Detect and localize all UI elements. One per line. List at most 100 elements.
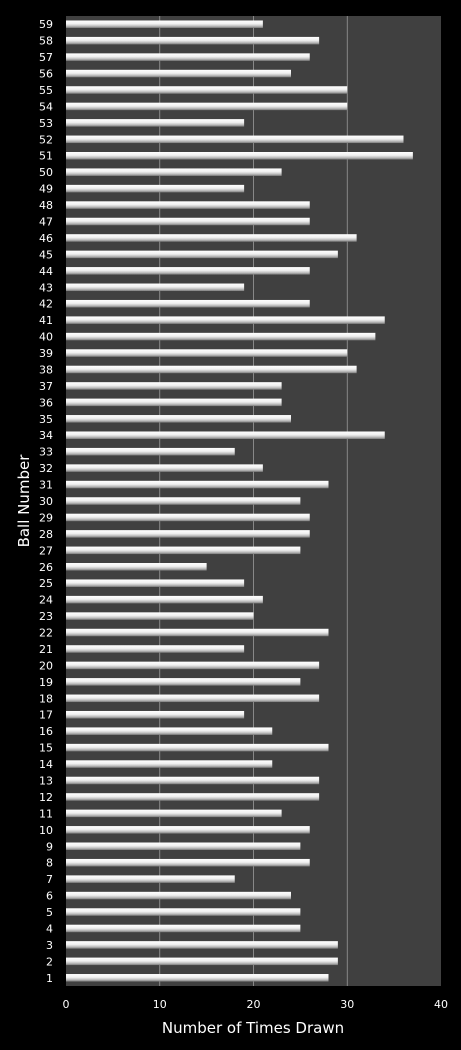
y-tick-label: 41 — [39, 314, 53, 327]
bar-ball-16 — [66, 727, 273, 735]
bar-ball-4 — [66, 924, 301, 933]
y-tick-label: 3 — [46, 939, 53, 952]
bar-ball-32 — [66, 464, 263, 472]
bar-ball-8 — [66, 858, 310, 867]
bar-ball-36 — [66, 398, 282, 407]
bar-ball-51 — [66, 151, 413, 160]
y-tick-labels: 1234567891011121314151617181920212223242… — [39, 18, 53, 985]
y-tick-label: 39 — [39, 347, 53, 360]
y-tick-label: 30 — [39, 495, 53, 508]
bar-ball-29 — [66, 513, 310, 522]
bar-ball-38 — [66, 365, 357, 374]
bar-ball-43 — [66, 283, 245, 292]
y-tick-label: 18 — [39, 692, 53, 705]
bar-ball-22 — [66, 628, 329, 637]
bar-ball-49 — [66, 184, 245, 193]
y-tick-label: 23 — [39, 610, 53, 623]
y-tick-label: 45 — [39, 248, 53, 261]
y-tick-label: 28 — [39, 528, 53, 541]
bar-ball-14 — [66, 760, 273, 768]
bar-ball-41 — [66, 316, 385, 324]
y-tick-label: 49 — [39, 183, 53, 196]
bar-ball-42 — [66, 299, 310, 308]
bar-ball-9 — [66, 842, 301, 851]
y-tick-label: 32 — [39, 462, 53, 475]
x-tick-label: 40 — [434, 998, 448, 1011]
bar-ball-52 — [66, 135, 404, 144]
y-tick-label: 31 — [39, 479, 53, 492]
bar-ball-39 — [66, 349, 348, 357]
y-tick-label: 26 — [39, 561, 53, 574]
y-tick-label: 10 — [39, 824, 53, 837]
bar-ball-11 — [66, 809, 282, 818]
bar-ball-53 — [66, 119, 245, 127]
y-tick-label: 7 — [46, 873, 53, 886]
bar-ball-10 — [66, 826, 310, 834]
bar-ball-13 — [66, 776, 320, 785]
bar-ball-31 — [66, 480, 329, 489]
y-tick-label: 43 — [39, 281, 53, 294]
bar-ball-34 — [66, 431, 385, 439]
y-tick-label: 19 — [39, 676, 53, 689]
bar-ball-23 — [66, 612, 254, 620]
y-tick-label: 40 — [39, 331, 53, 344]
bar-ball-12 — [66, 793, 320, 801]
bar-ball-2 — [66, 957, 338, 966]
bar-ball-37 — [66, 382, 282, 390]
bar-ball-59 — [66, 20, 263, 28]
y-tick-label: 48 — [39, 199, 53, 212]
y-tick-label: 59 — [39, 18, 53, 31]
y-tick-label: 21 — [39, 643, 53, 656]
bar-ball-20 — [66, 661, 320, 670]
bar-ball-46 — [66, 234, 357, 242]
bar-ball-25 — [66, 579, 245, 587]
bar-ball-48 — [66, 201, 310, 209]
bars — [66, 20, 413, 982]
bar-ball-44 — [66, 267, 310, 275]
y-tick-label: 56 — [39, 68, 53, 81]
bar-ball-24 — [66, 595, 263, 604]
y-tick-label: 29 — [39, 511, 53, 524]
y-tick-label: 37 — [39, 380, 53, 393]
bar-ball-15 — [66, 743, 329, 752]
y-tick-label: 16 — [39, 725, 53, 738]
bar-ball-3 — [66, 941, 338, 949]
y-tick-label: 34 — [39, 429, 53, 442]
y-tick-label: 50 — [39, 166, 53, 179]
bar-ball-27 — [66, 546, 301, 555]
y-tick-label: 20 — [39, 659, 53, 672]
y-tick-label: 42 — [39, 298, 53, 311]
y-tick-label: 24 — [39, 594, 53, 607]
y-tick-label: 9 — [46, 840, 53, 853]
bar-ball-55 — [66, 86, 348, 94]
bar-ball-50 — [66, 168, 282, 176]
y-tick-label: 4 — [46, 922, 53, 935]
bar-ball-7 — [66, 875, 235, 883]
bar-ball-57 — [66, 53, 310, 61]
y-tick-label: 57 — [39, 51, 53, 64]
bar-ball-30 — [66, 497, 301, 505]
y-tick-label: 33 — [39, 446, 53, 459]
y-tick-label: 47 — [39, 216, 53, 229]
y-tick-label: 2 — [46, 955, 53, 968]
y-tick-label: 1 — [46, 972, 53, 985]
bar-ball-26 — [66, 563, 207, 571]
y-tick-label: 8 — [46, 857, 53, 870]
bar-ball-47 — [66, 217, 310, 226]
x-tick-label: 30 — [340, 998, 354, 1011]
y-tick-label: 52 — [39, 133, 53, 146]
y-tick-label: 55 — [39, 84, 53, 97]
y-tick-label: 13 — [39, 774, 53, 787]
bar-ball-40 — [66, 332, 376, 341]
y-tick-label: 36 — [39, 396, 53, 409]
bar-ball-21 — [66, 645, 245, 653]
y-tick-label: 46 — [39, 232, 53, 245]
bar-ball-19 — [66, 678, 301, 686]
bar-ball-35 — [66, 415, 291, 423]
y-tick-label: 5 — [46, 906, 53, 919]
y-tick-label: 14 — [39, 758, 53, 771]
bar-ball-58 — [66, 36, 320, 45]
bar-ball-54 — [66, 102, 348, 111]
y-tick-label: 51 — [39, 150, 53, 163]
